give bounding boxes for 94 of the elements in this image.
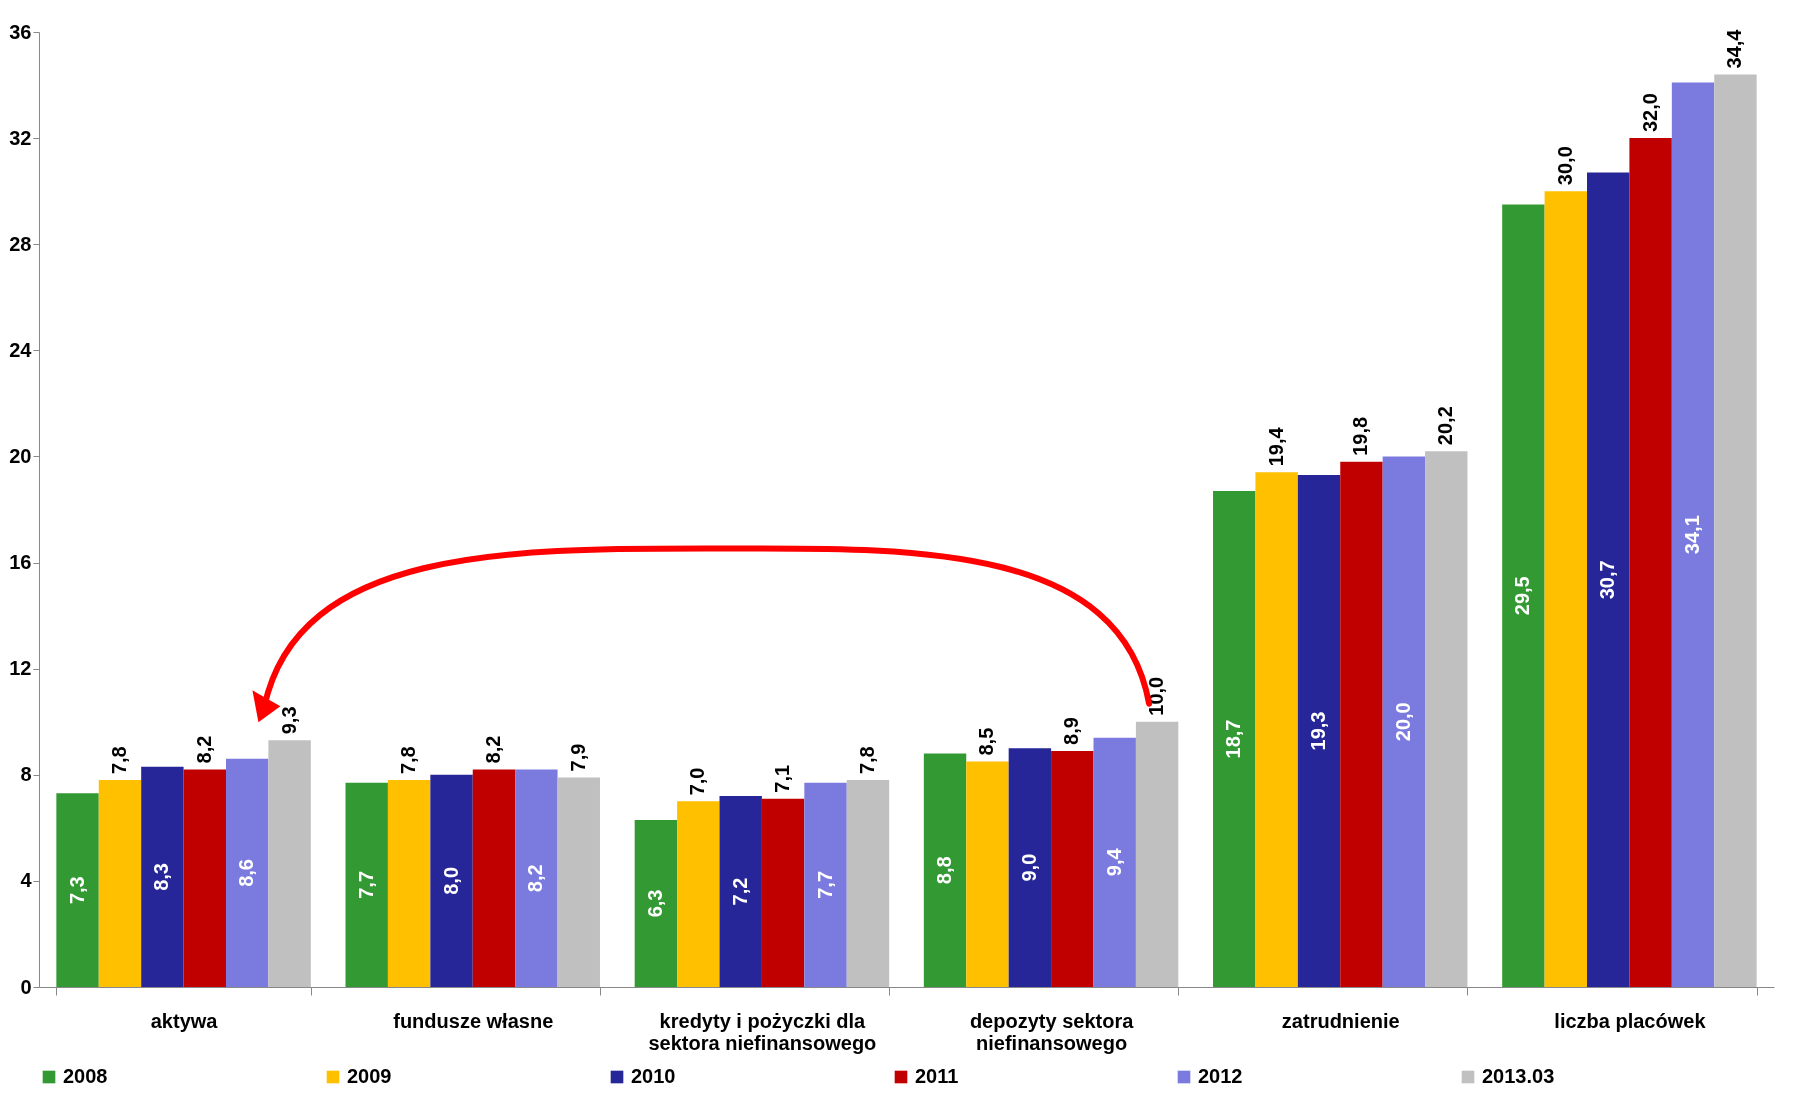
- bar: [846, 780, 890, 987]
- data-label: 18,7: [1222, 719, 1245, 759]
- bar: [1093, 737, 1136, 987]
- data-label: 8,2: [481, 735, 504, 764]
- bar: [1340, 461, 1383, 987]
- bar: [677, 801, 720, 987]
- data-label: 7,0: [686, 767, 709, 796]
- y-tick-label: 16: [9, 551, 32, 574]
- y-tick-label: 20: [9, 444, 32, 467]
- bar: [634, 819, 678, 987]
- data-label: 7,7: [354, 870, 377, 899]
- data-label: 7,7: [813, 870, 836, 899]
- y-tick-label: 32: [9, 126, 32, 149]
- data-label: 7,9: [566, 743, 589, 772]
- bar: [557, 777, 600, 987]
- bar: [268, 740, 311, 987]
- bar: [804, 782, 847, 987]
- legend-label: 2008: [63, 1065, 108, 1087]
- data-label: 20,2: [1434, 406, 1457, 446]
- data-label: 10,0: [1145, 676, 1168, 716]
- data-label: 32,0: [1638, 93, 1661, 133]
- y-tick-label: 0: [20, 975, 32, 998]
- data-label: 29,5: [1511, 576, 1534, 616]
- legend-label: 2012: [1198, 1065, 1243, 1087]
- x-tick-label: depozyty sektora niefinansowego: [969, 1009, 1135, 1054]
- data-label: 7,8: [107, 746, 130, 775]
- bar: [183, 769, 226, 987]
- data-label: 8,3: [150, 863, 173, 891]
- y-tick-label: 36: [9, 20, 32, 43]
- legend-label: 2013.03: [1482, 1065, 1555, 1087]
- bar: [1213, 490, 1256, 987]
- data-label: 9,3: [277, 706, 300, 735]
- x-tick-label: fundusze własne: [393, 1009, 554, 1032]
- x-tick-label: zatrudnienie: [1281, 1009, 1400, 1032]
- bar: [1382, 456, 1426, 987]
- y-tick-label: 28: [9, 232, 32, 255]
- bar: [1671, 82, 1715, 987]
- bar: [1629, 138, 1672, 987]
- legend-label: 2011: [915, 1065, 959, 1087]
- data-label: 6,3: [643, 889, 666, 918]
- data-label: 9,4: [1102, 847, 1125, 877]
- bar: [719, 796, 762, 987]
- bar: [1502, 204, 1545, 987]
- bar: [515, 769, 558, 987]
- data-label: 30,7: [1596, 560, 1619, 600]
- data-label: 19,3: [1307, 711, 1330, 751]
- bar: [966, 761, 1009, 987]
- data-label: 8,8: [933, 856, 956, 885]
- bar: [1544, 191, 1588, 987]
- bar: [1425, 451, 1468, 987]
- bar: [141, 766, 184, 987]
- data-label: 8,0: [439, 866, 462, 895]
- bar: [430, 774, 473, 987]
- bar: [387, 780, 431, 987]
- y-tick-label: 24: [9, 338, 33, 361]
- bar: [345, 782, 388, 987]
- legend-label: 2009: [347, 1065, 392, 1087]
- bar: [1255, 472, 1298, 987]
- x-tick-label: liczba placówek: [1554, 1009, 1707, 1032]
- bar: [98, 780, 142, 987]
- y-tick-label: 4: [20, 869, 33, 892]
- bar: [761, 798, 805, 987]
- data-label: 7,3: [65, 876, 88, 905]
- data-label: 9,0: [1017, 853, 1040, 882]
- data-label: 30,0: [1553, 146, 1576, 186]
- data-label: 7,8: [855, 746, 878, 775]
- data-label: 7,2: [728, 877, 751, 906]
- bar: [923, 753, 967, 987]
- bar: [472, 769, 516, 987]
- data-label: 19,8: [1349, 416, 1372, 456]
- legend-label: 2010: [631, 1065, 676, 1087]
- bar: [1297, 475, 1341, 987]
- y-tick-label: 12: [9, 657, 32, 680]
- data-label: 34,1: [1681, 515, 1704, 555]
- bar: [1587, 172, 1630, 987]
- data-label: 8,5: [975, 727, 998, 756]
- data-label: 20,0: [1391, 702, 1414, 742]
- bar: [1135, 721, 1179, 987]
- data-label: 8,6: [235, 859, 258, 887]
- y-tick-label: 8: [20, 763, 32, 786]
- bar: [225, 758, 269, 987]
- x-tick-label: kredyty i pożyczki dla sektora niefinansowego: [648, 1009, 877, 1054]
- bar: [56, 793, 99, 987]
- data-label: 19,4: [1264, 426, 1287, 467]
- data-label: 7,8: [397, 746, 420, 775]
- data-label: 8,2: [192, 735, 215, 764]
- data-label: 8,2: [524, 864, 547, 893]
- bar: [1008, 748, 1052, 987]
- x-tick-label: aktywa: [150, 1009, 219, 1032]
- bar: [1714, 74, 1757, 987]
- data-label: 8,9: [1060, 717, 1083, 745]
- data-label: 7,1: [771, 764, 794, 793]
- bar: [1051, 750, 1094, 987]
- data-label: 34,4: [1723, 28, 1746, 69]
